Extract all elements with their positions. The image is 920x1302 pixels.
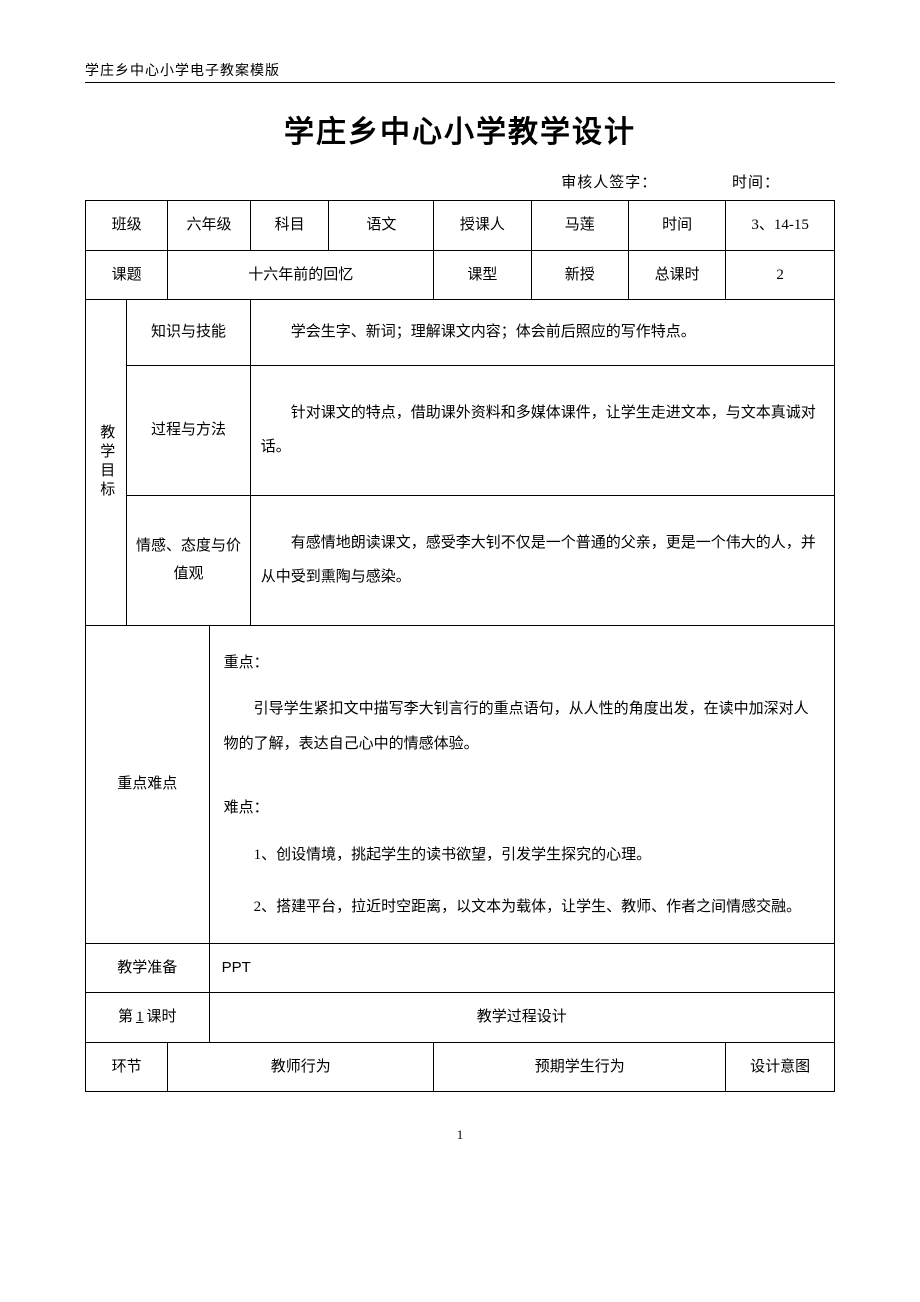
hours-label: 总课时 xyxy=(628,250,725,300)
subject-value: 语文 xyxy=(329,201,434,251)
key-label: 重点： xyxy=(224,646,820,681)
emotion-label: 情感、态度与价值观 xyxy=(127,495,251,625)
type-label: 课型 xyxy=(434,250,531,300)
period-value: 教学过程设计 xyxy=(209,993,834,1043)
row-goal-knowledge: 教学目标 知识与技能 学会生字、新词；理解课文内容；体会前后照应的写作特点。 xyxy=(86,300,835,366)
topic-value: 十六年前的回忆 xyxy=(168,250,434,300)
hours-value: 2 xyxy=(726,250,835,300)
col-intent: 设计意图 xyxy=(726,1042,835,1092)
emphasis-content: 重点： 引导学生紧扣文中描写李大钊言行的重点语句，从人性的角度出发，在读中加深对… xyxy=(209,625,834,943)
class-label: 班级 xyxy=(86,201,168,251)
goals-section-label: 教学目标 xyxy=(86,300,127,626)
period-number: 1 xyxy=(133,1009,147,1025)
diff-value-2: 2、搭建平台，拉近时空距离，以文本为载体，让学生、教师、作者之间情感交融。 xyxy=(224,890,820,925)
knowledge-label: 知识与技能 xyxy=(127,300,251,366)
teacher-label: 授课人 xyxy=(434,201,531,251)
row-topic-info: 课题 十六年前的回忆 课型 新授 总课时 2 xyxy=(86,250,835,300)
page-number: 1 xyxy=(85,1127,835,1143)
topic-label: 课题 xyxy=(86,250,168,300)
subject-label: 科目 xyxy=(250,201,329,251)
col-teacher: 教师行为 xyxy=(168,1042,434,1092)
approval-line: 审核人签字： 时间： xyxy=(85,171,835,192)
col-student: 预期学生行为 xyxy=(434,1042,726,1092)
period-label: 第1课时 xyxy=(86,993,210,1043)
row-period: 第1课时 教学过程设计 xyxy=(86,993,835,1043)
approval-signature-label: 审核人签字： xyxy=(561,171,657,192)
row-class-info: 班级 六年级 科目 语文 授课人 马莲 时间 3、14-15 xyxy=(86,201,835,251)
row-goal-emotion: 情感、态度与价值观 有感情地朗读课文，感受李大钊不仅是一个普通的父亲，更是一个伟… xyxy=(86,495,835,625)
goals-section-text: 教学目标 xyxy=(92,424,120,500)
type-value: 新授 xyxy=(531,250,628,300)
knowledge-value: 学会生字、新词；理解课文内容；体会前后照应的写作特点。 xyxy=(250,300,834,366)
process-value: 针对课文的特点，借助课外资料和多媒体课件，让学生走进文本，与文本真诚对话。 xyxy=(250,365,834,495)
diff-value-1: 1、创设情境，挑起学生的读书欲望，引发学生探究的心理。 xyxy=(224,838,820,873)
teacher-value: 马莲 xyxy=(531,201,628,251)
doc-title: 学庄乡中心小学教学设计 xyxy=(85,107,835,151)
class-value: 六年级 xyxy=(168,201,250,251)
time-value: 3、14-15 xyxy=(726,201,835,251)
diff-label: 难点： xyxy=(224,791,820,826)
process-label: 过程与方法 xyxy=(127,365,251,495)
row-columns-header: 环节 教师行为 预期学生行为 设计意图 xyxy=(86,1042,835,1092)
period-prefix: 第 xyxy=(118,1009,133,1025)
page-header: 学庄乡中心小学电子教案模版 xyxy=(85,60,835,80)
time-label: 时间 xyxy=(628,201,725,251)
approval-time-label: 时间： xyxy=(732,171,780,192)
col-segment: 环节 xyxy=(86,1042,168,1092)
prep-label: 教学准备 xyxy=(86,943,210,993)
row-goal-process: 过程与方法 针对课文的特点，借助课外资料和多媒体课件，让学生走进文本，与文本真诚… xyxy=(86,365,835,495)
emphasis-section-label: 重点难点 xyxy=(86,625,210,943)
lesson-plan-table: 班级 六年级 科目 语文 授课人 马莲 时间 3、14-15 课题 十六年前的回… xyxy=(85,200,835,1092)
emotion-value: 有感情地朗读课文，感受李大钊不仅是一个普通的父亲，更是一个伟大的人，并从中受到熏… xyxy=(250,495,834,625)
row-emphasis: 重点难点 重点： 引导学生紧扣文中描写李大钊言行的重点语句，从人性的角度出发，在… xyxy=(86,625,835,943)
header-divider xyxy=(85,82,835,83)
period-suffix: 课时 xyxy=(147,1009,177,1025)
prep-value: PPT xyxy=(209,943,834,993)
key-value: 引导学生紧扣文中描写李大钊言行的重点语句，从人性的角度出发，在读中加深对人物的了… xyxy=(224,692,820,761)
row-prep: 教学准备 PPT xyxy=(86,943,835,993)
